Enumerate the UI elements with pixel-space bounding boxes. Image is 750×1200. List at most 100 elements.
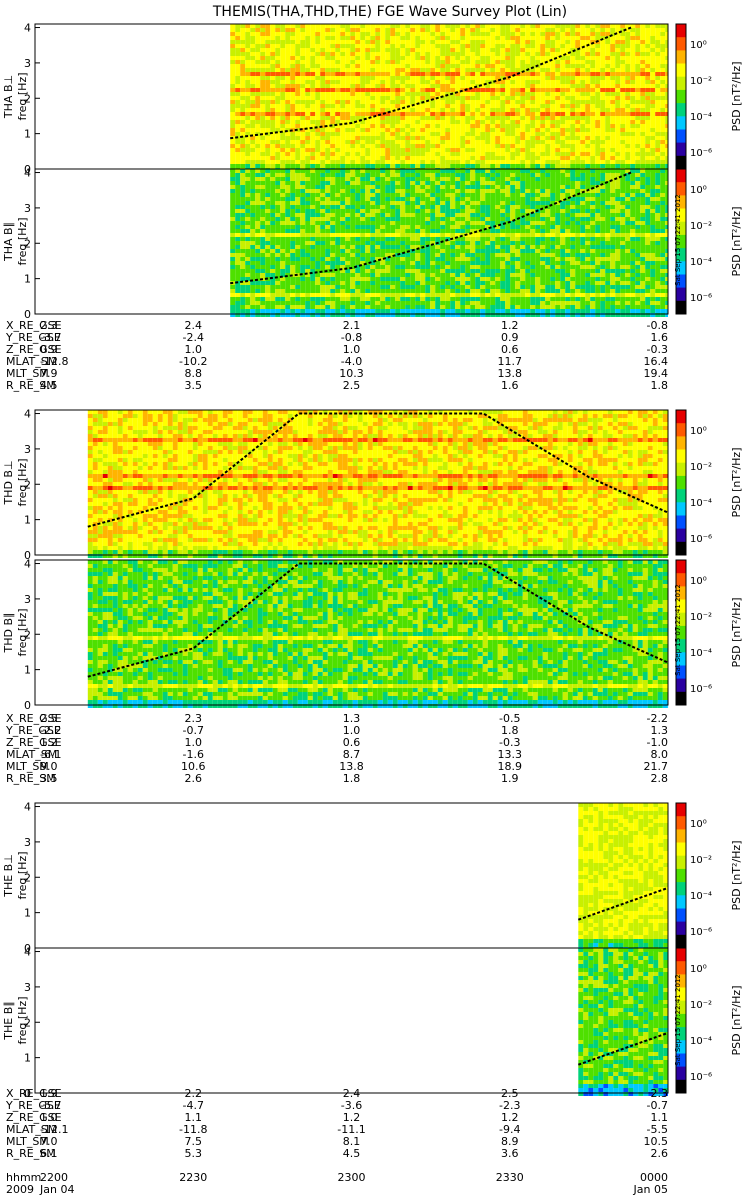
psd-cell [300,144,306,148]
y-axis-label: freq [Hz] [16,72,29,120]
psd-cell [655,36,661,40]
psd-cell [260,124,266,128]
psd-cell [275,217,281,221]
psd-cell [330,229,336,233]
psd-cell [515,120,521,124]
psd-cell [515,96,521,100]
psd-cell [400,273,406,277]
psd-cell [440,245,446,249]
psd-cell [320,44,326,48]
psd-cell [235,237,241,241]
psd-cell [380,40,386,44]
psd-cell [330,60,336,64]
psd-cell [345,124,351,128]
psd-cell [440,277,446,281]
psd-cell [360,313,366,317]
psd-cell [465,140,471,144]
psd-cell [260,221,266,225]
psd-cell [265,164,271,168]
psd-cell [660,72,666,76]
psd-cell [350,173,356,177]
psd-cell [245,132,251,136]
psd-cell [385,301,391,305]
psd-cell [260,144,266,148]
psd-cell [655,44,661,48]
psd-cell [335,72,341,76]
psd-cell [425,80,431,84]
psd-cell [410,144,416,148]
psd-cell [285,156,291,160]
psd-cell [370,64,376,68]
psd-cell [385,96,391,100]
psd-cell [415,293,421,297]
psd-cell [390,169,396,173]
psd-cell [385,205,391,209]
psd-cell [420,265,426,269]
psd-cell [250,189,256,193]
psd-cell [255,253,261,257]
psd-cell [265,245,271,249]
psd-cell [540,100,546,104]
psd-cell [640,40,646,44]
psd-cell [420,88,426,92]
psd-cell [415,225,421,229]
psd-cell [445,293,451,297]
psd-cell [255,177,261,181]
psd-cell [615,164,621,168]
psd-cell [400,257,406,261]
psd-cell [640,104,646,108]
psd-cell [490,164,496,168]
psd-cell [410,128,416,132]
psd-cell [300,297,306,301]
psd-cell [510,48,516,52]
psd-cell [615,40,621,44]
psd-cell [555,56,561,60]
psd-cell [375,88,381,92]
psd-cell [620,80,626,84]
psd-cell [580,140,586,144]
psd-cell [440,80,446,84]
psd-cell [445,261,451,265]
psd-cell [395,36,401,40]
psd-cell [280,140,286,144]
psd-cell [470,108,476,112]
psd-cell [370,156,376,160]
psd-cell [360,116,366,120]
psd-cell [370,164,376,168]
psd-cell [625,100,631,104]
psd-cell [300,193,306,197]
psd-cell [655,100,661,104]
psd-cell [590,128,596,132]
psd-cell [650,108,656,112]
psd-cell [385,152,391,156]
psd-cell [455,28,461,32]
psd-cell [620,68,626,72]
psd-cell [255,221,261,225]
psd-cell [435,36,441,40]
psd-cell [295,257,301,261]
psd-cell [570,84,576,88]
psd-cell [345,88,351,92]
psd-cell [335,108,341,112]
psd-cell [365,253,371,257]
psd-cell [505,160,511,164]
psd-cell [285,213,291,217]
psd-cell [285,148,291,152]
psd-cell [310,144,316,148]
psd-cell [310,229,316,233]
psd-cell [245,56,251,60]
psd-cell [270,152,276,156]
psd-cell [335,92,341,96]
psd-cell [285,249,291,253]
psd-cell [380,209,386,213]
psd-cell [565,24,571,28]
psd-cell [430,160,436,164]
psd-cell [265,221,271,225]
psd-cell [250,269,256,273]
psd-cell [325,181,331,185]
psd-cell [405,152,411,156]
psd-cell [415,68,421,72]
psd-cell [325,273,331,277]
psd-cell [360,48,366,52]
psd-cell [275,257,281,261]
